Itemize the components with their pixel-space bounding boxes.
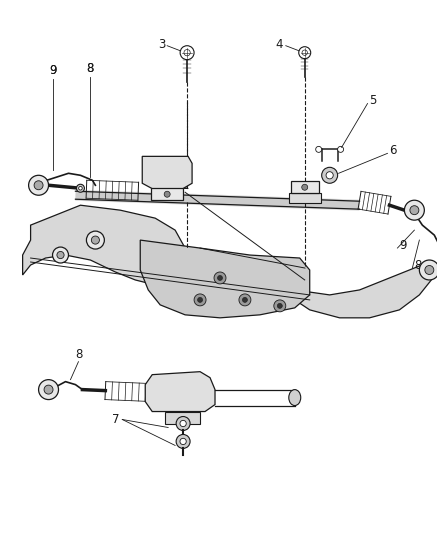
Circle shape: [321, 167, 338, 183]
Circle shape: [302, 184, 308, 190]
Polygon shape: [165, 411, 200, 424]
Text: 8: 8: [87, 62, 94, 75]
Circle shape: [79, 187, 82, 190]
Circle shape: [44, 385, 53, 394]
Circle shape: [404, 200, 424, 220]
Text: 5: 5: [370, 94, 377, 107]
Polygon shape: [140, 240, 310, 318]
Circle shape: [316, 147, 321, 152]
Circle shape: [57, 252, 64, 259]
Polygon shape: [289, 193, 321, 203]
Text: 8: 8: [87, 62, 94, 75]
Circle shape: [86, 231, 104, 249]
Circle shape: [39, 379, 59, 400]
Text: 7: 7: [112, 413, 119, 426]
Circle shape: [176, 434, 190, 448]
Circle shape: [277, 303, 283, 309]
Circle shape: [410, 206, 419, 215]
Circle shape: [77, 184, 85, 192]
Text: 3: 3: [158, 38, 165, 51]
Circle shape: [53, 247, 68, 263]
Text: 9: 9: [49, 64, 56, 77]
Circle shape: [28, 175, 49, 195]
Text: 8: 8: [414, 259, 422, 271]
Polygon shape: [23, 205, 185, 285]
Text: 6: 6: [389, 144, 397, 157]
Circle shape: [194, 294, 206, 306]
Circle shape: [180, 421, 186, 426]
Circle shape: [242, 297, 247, 302]
Circle shape: [214, 272, 226, 284]
Circle shape: [176, 416, 190, 431]
Circle shape: [92, 236, 99, 244]
Circle shape: [34, 181, 43, 190]
Circle shape: [164, 191, 170, 197]
Text: 9: 9: [49, 64, 56, 77]
Circle shape: [425, 265, 434, 274]
Text: 4: 4: [276, 38, 283, 51]
Circle shape: [198, 297, 202, 302]
Polygon shape: [142, 156, 192, 190]
Circle shape: [239, 294, 251, 306]
Text: 1: 1: [181, 179, 189, 192]
Bar: [291, 181, 319, 193]
Circle shape: [326, 172, 333, 179]
Circle shape: [180, 438, 186, 445]
Circle shape: [419, 260, 438, 280]
Ellipse shape: [289, 390, 301, 406]
Circle shape: [180, 46, 194, 60]
Text: 8: 8: [75, 348, 82, 361]
Circle shape: [274, 300, 286, 312]
Polygon shape: [295, 262, 431, 318]
Circle shape: [218, 276, 223, 280]
Polygon shape: [145, 372, 215, 411]
Circle shape: [299, 47, 311, 59]
Bar: [151, 188, 183, 200]
Circle shape: [338, 147, 343, 152]
Text: 9: 9: [399, 239, 407, 252]
